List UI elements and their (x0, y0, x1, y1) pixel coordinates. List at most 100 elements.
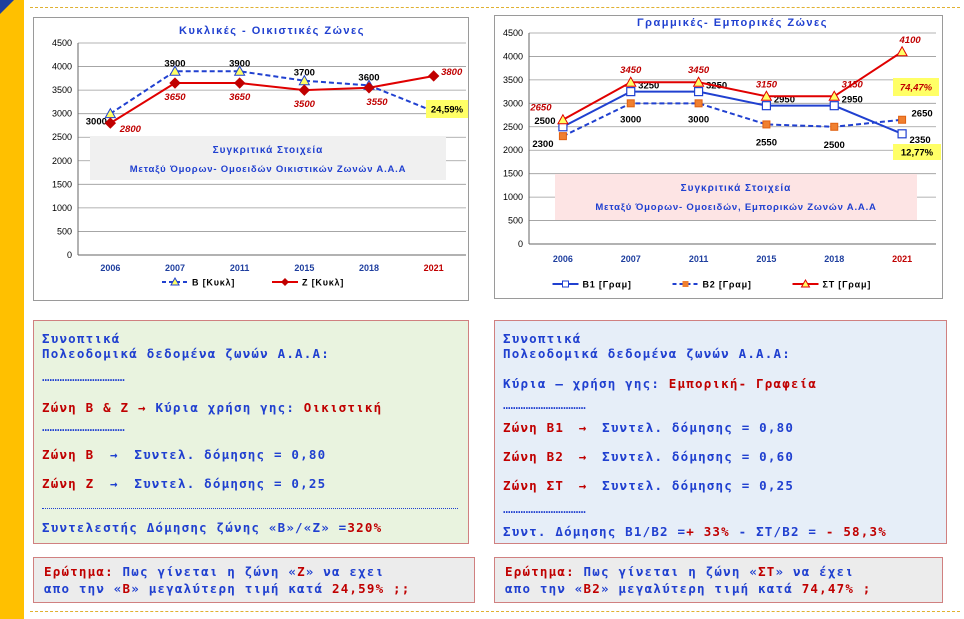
right-summary-line: Συντ. Δόμησης Β1/Β2 =+ 33% - ΣΤ/Β2 = - 5… (503, 524, 887, 539)
comparison-subtitle: Μεταξύ Όμορων- Ομοειδών, Εμπορικών Ζωνών… (595, 202, 876, 213)
highlight-percent: 24,59% (431, 105, 464, 116)
data-label: 3900 (164, 58, 185, 69)
left-dots-1: …………………………… (42, 369, 125, 384)
summary-label: Συντ. Δόμησης Β1/Β2 = (503, 524, 687, 539)
right-question-line-1: Ερώτημα: Πως γίνεται η ζώνη «ΣΤ» να έχει (505, 564, 854, 579)
legend-label: Β2 [Γραμ] (703, 280, 752, 290)
zone-st-ref: ΣΤ (758, 564, 776, 579)
data-point-diamond (298, 84, 311, 96)
y-tick-label: 500 (508, 216, 523, 226)
question-label: Ερώτημα: (44, 564, 114, 579)
question-text: » μεγαλύτερη τιμή κατά (600, 581, 802, 596)
data-label: 3000 (620, 114, 641, 125)
zone-z-coef: Συντελ. δόμησης = 0,25 (134, 476, 327, 491)
data-label: 3250 (638, 81, 659, 92)
legend-marker (170, 276, 180, 286)
x-tick-label: 2007 (621, 254, 641, 264)
chart-commercial-zones: Γραμμικές- Εμπορικές Ζώνες 0 500 1000 1500 20… (494, 15, 943, 299)
arrow-icon: → (109, 476, 119, 491)
zone-b1-line: Ζώνη Β1 → Συντελ. δόμησης = 0,80 (503, 420, 794, 435)
right-land-use-line: Κύρια – χρήση γης: Εμπορική- Γραφεία (503, 376, 817, 391)
zone-b2-line: Ζώνη Β2 → Συντελ. δόμησης = 0,60 (503, 449, 794, 464)
data-point-square (693, 87, 704, 97)
data-point-diamond (104, 117, 117, 129)
data-point-triangle (760, 90, 773, 101)
zone-st-line: Ζώνη ΣΤ → Συντελ. δόμησης = 0,25 (503, 478, 794, 493)
data-point-triangle (169, 65, 181, 76)
land-use-label: Κύρια – χρήση γης: (503, 376, 669, 391)
data-label: 3450 (620, 65, 642, 76)
zone-bz-label: Ζώνη Β & Ζ (42, 400, 138, 415)
data-label: 3900 (229, 58, 250, 69)
land-use-label: Κύρια χρήση γης: (146, 400, 304, 415)
data-label: 3150 (842, 79, 864, 90)
question-text: » να έχει (775, 564, 855, 579)
chart-title: Κυκλικές - Οικιστικές Ζώνες (179, 25, 365, 37)
data-point-triangle (624, 76, 637, 87)
y-tick-label: 3000 (52, 109, 72, 119)
data-point-triangle (828, 90, 841, 101)
y-tick-label: 0 (518, 239, 523, 249)
legend-label: Ζ [Κυκλ] (302, 278, 344, 288)
y-tick-label: 4000 (52, 62, 72, 72)
series-line (562, 90, 903, 135)
x-tick-label: 2011 (230, 263, 250, 273)
data-point-triangle (233, 65, 246, 76)
summary-value-2: - 58,3% (825, 524, 887, 539)
zone-b1-label: Ζώνη Β1 (503, 420, 565, 435)
legend-label: ΣΤ [Γραμ] (823, 280, 872, 290)
y-tick-label: 4500 (52, 38, 72, 48)
highlight-percent: 74,47% (900, 83, 933, 94)
legend-label: Β1 [Γραμ] (583, 280, 632, 290)
arrow-icon: → (578, 478, 588, 493)
data-point-square (830, 122, 839, 131)
question-percent: 74,47% ; (801, 581, 872, 596)
data-point-triangle (692, 76, 705, 87)
data-label: 2950 (774, 95, 795, 106)
data-label: 2950 (842, 95, 863, 106)
data-point-square (829, 101, 839, 111)
x-tick-label: 2006 (553, 254, 573, 264)
left-divider-dotted (42, 508, 458, 509)
zone-b-line: Ζώνη Β → Συντελ. δόμησης = 0,80 (42, 447, 326, 462)
y-tick-label: 2000 (52, 156, 72, 166)
data-point-square (898, 115, 907, 124)
y-tick-label: 2500 (503, 122, 523, 132)
left-question-line-2: απο την «Β» μεγαλύτερη τιμή κατά 24,59% … (44, 581, 411, 596)
chart-title: Γραμμικές- Εμπορικές Ζώνες (637, 17, 828, 29)
summary-value-1: + 33% (686, 524, 730, 539)
zone-b2-ref: Β2 (583, 581, 601, 596)
y-tick-label: 3500 (503, 75, 523, 85)
series-line (109, 74, 434, 124)
zone-b-ref: Β (122, 581, 132, 596)
question-text: » μεγαλύτερη τιμή κατά (131, 581, 332, 596)
data-label: 2300 (532, 139, 553, 150)
y-tick-label: 2500 (52, 132, 72, 142)
y-tick-label: 4000 (503, 51, 523, 61)
comparison-box (555, 174, 917, 220)
zone-z-label: Ζώνη Ζ (42, 476, 95, 491)
corner-triangle (0, 0, 14, 14)
y-tick-label: 500 (57, 226, 72, 236)
data-label: 3650 (164, 92, 186, 103)
data-label: 4100 (899, 35, 922, 46)
highlight-box (893, 78, 939, 96)
land-use-value: Εμπορική- Γραφεία (668, 376, 818, 391)
left-summary-line: Συντελεστής Δόμησης ζώνης «Β»/«Ζ» =320% (42, 520, 382, 535)
arrow-icon: → (137, 400, 147, 415)
legend-marker (682, 281, 689, 287)
left-question-line-1: Ερώτημα: Πως γίνεται η ζώνη «Ζ» να εχει (44, 564, 384, 579)
series-line (562, 50, 903, 121)
data-label: 3000 (688, 114, 709, 125)
highlight-percent: 12,77% (901, 148, 934, 159)
data-label: 2550 (756, 137, 777, 148)
highlight-box (893, 144, 941, 160)
series-line (109, 70, 435, 115)
data-label: 3150 (756, 79, 778, 90)
comparison-title: Συγκριτικά Στοιχεία (681, 183, 792, 194)
chart-residential-svg: Κυκλικές - Οικιστικές Ζώνες 0 500 1000 1500 2… (52, 25, 468, 288)
y-tick-label: 1500 (503, 169, 523, 179)
y-tick-label: 1500 (52, 179, 72, 189)
zone-st-coef: Συντελ. δόμησης = 0,25 (602, 478, 795, 493)
data-point-diamond (169, 77, 181, 89)
